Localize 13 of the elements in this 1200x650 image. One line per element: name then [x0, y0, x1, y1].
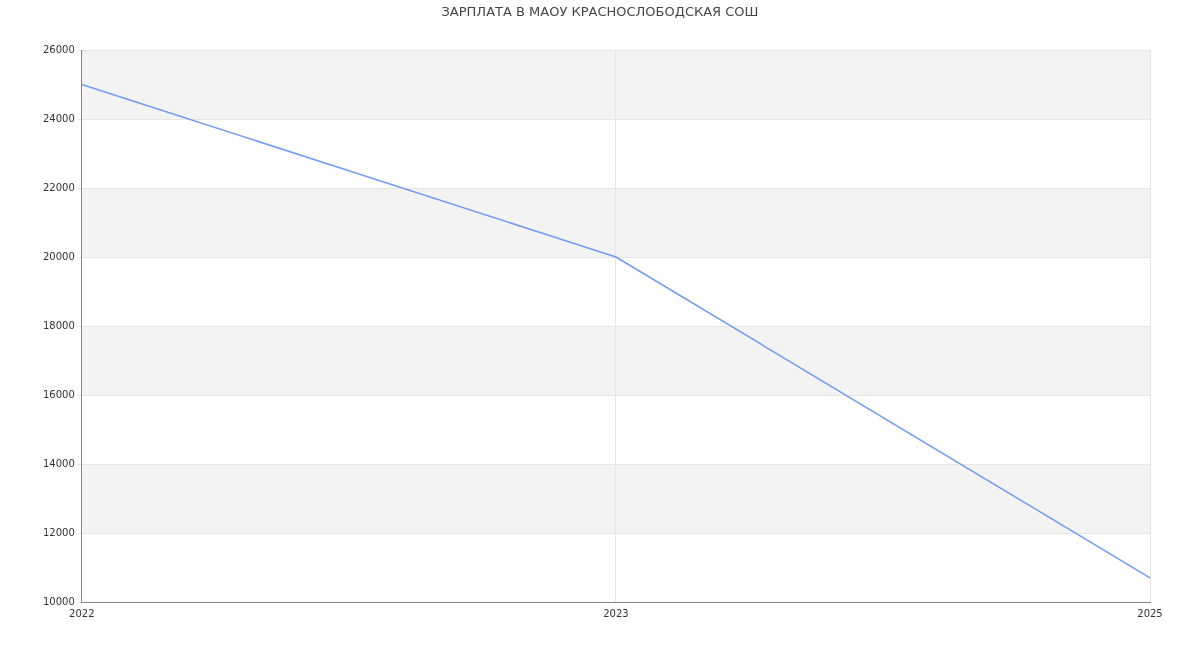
y-tick-label: 10000 — [43, 595, 75, 607]
y-tick-label: 12000 — [43, 526, 75, 538]
y-tick-label: 26000 — [43, 43, 75, 55]
y-tick-label: 16000 — [43, 388, 75, 400]
y-tick-label: 14000 — [43, 457, 75, 469]
x-tick-label: 2025 — [1137, 607, 1163, 619]
y-tick-label: 18000 — [43, 319, 75, 331]
y-tick-label: 22000 — [43, 181, 75, 193]
y-tick-label: 20000 — [43, 250, 75, 262]
x-tick-label: 2022 — [69, 607, 95, 619]
x-tick-label: 2023 — [603, 607, 629, 619]
chart-title: ЗАРПЛАТА В МАОУ КРАСНОСЛОБОДСКАЯ СОШ — [440, 4, 760, 19]
y-tick-label: 24000 — [43, 112, 75, 124]
